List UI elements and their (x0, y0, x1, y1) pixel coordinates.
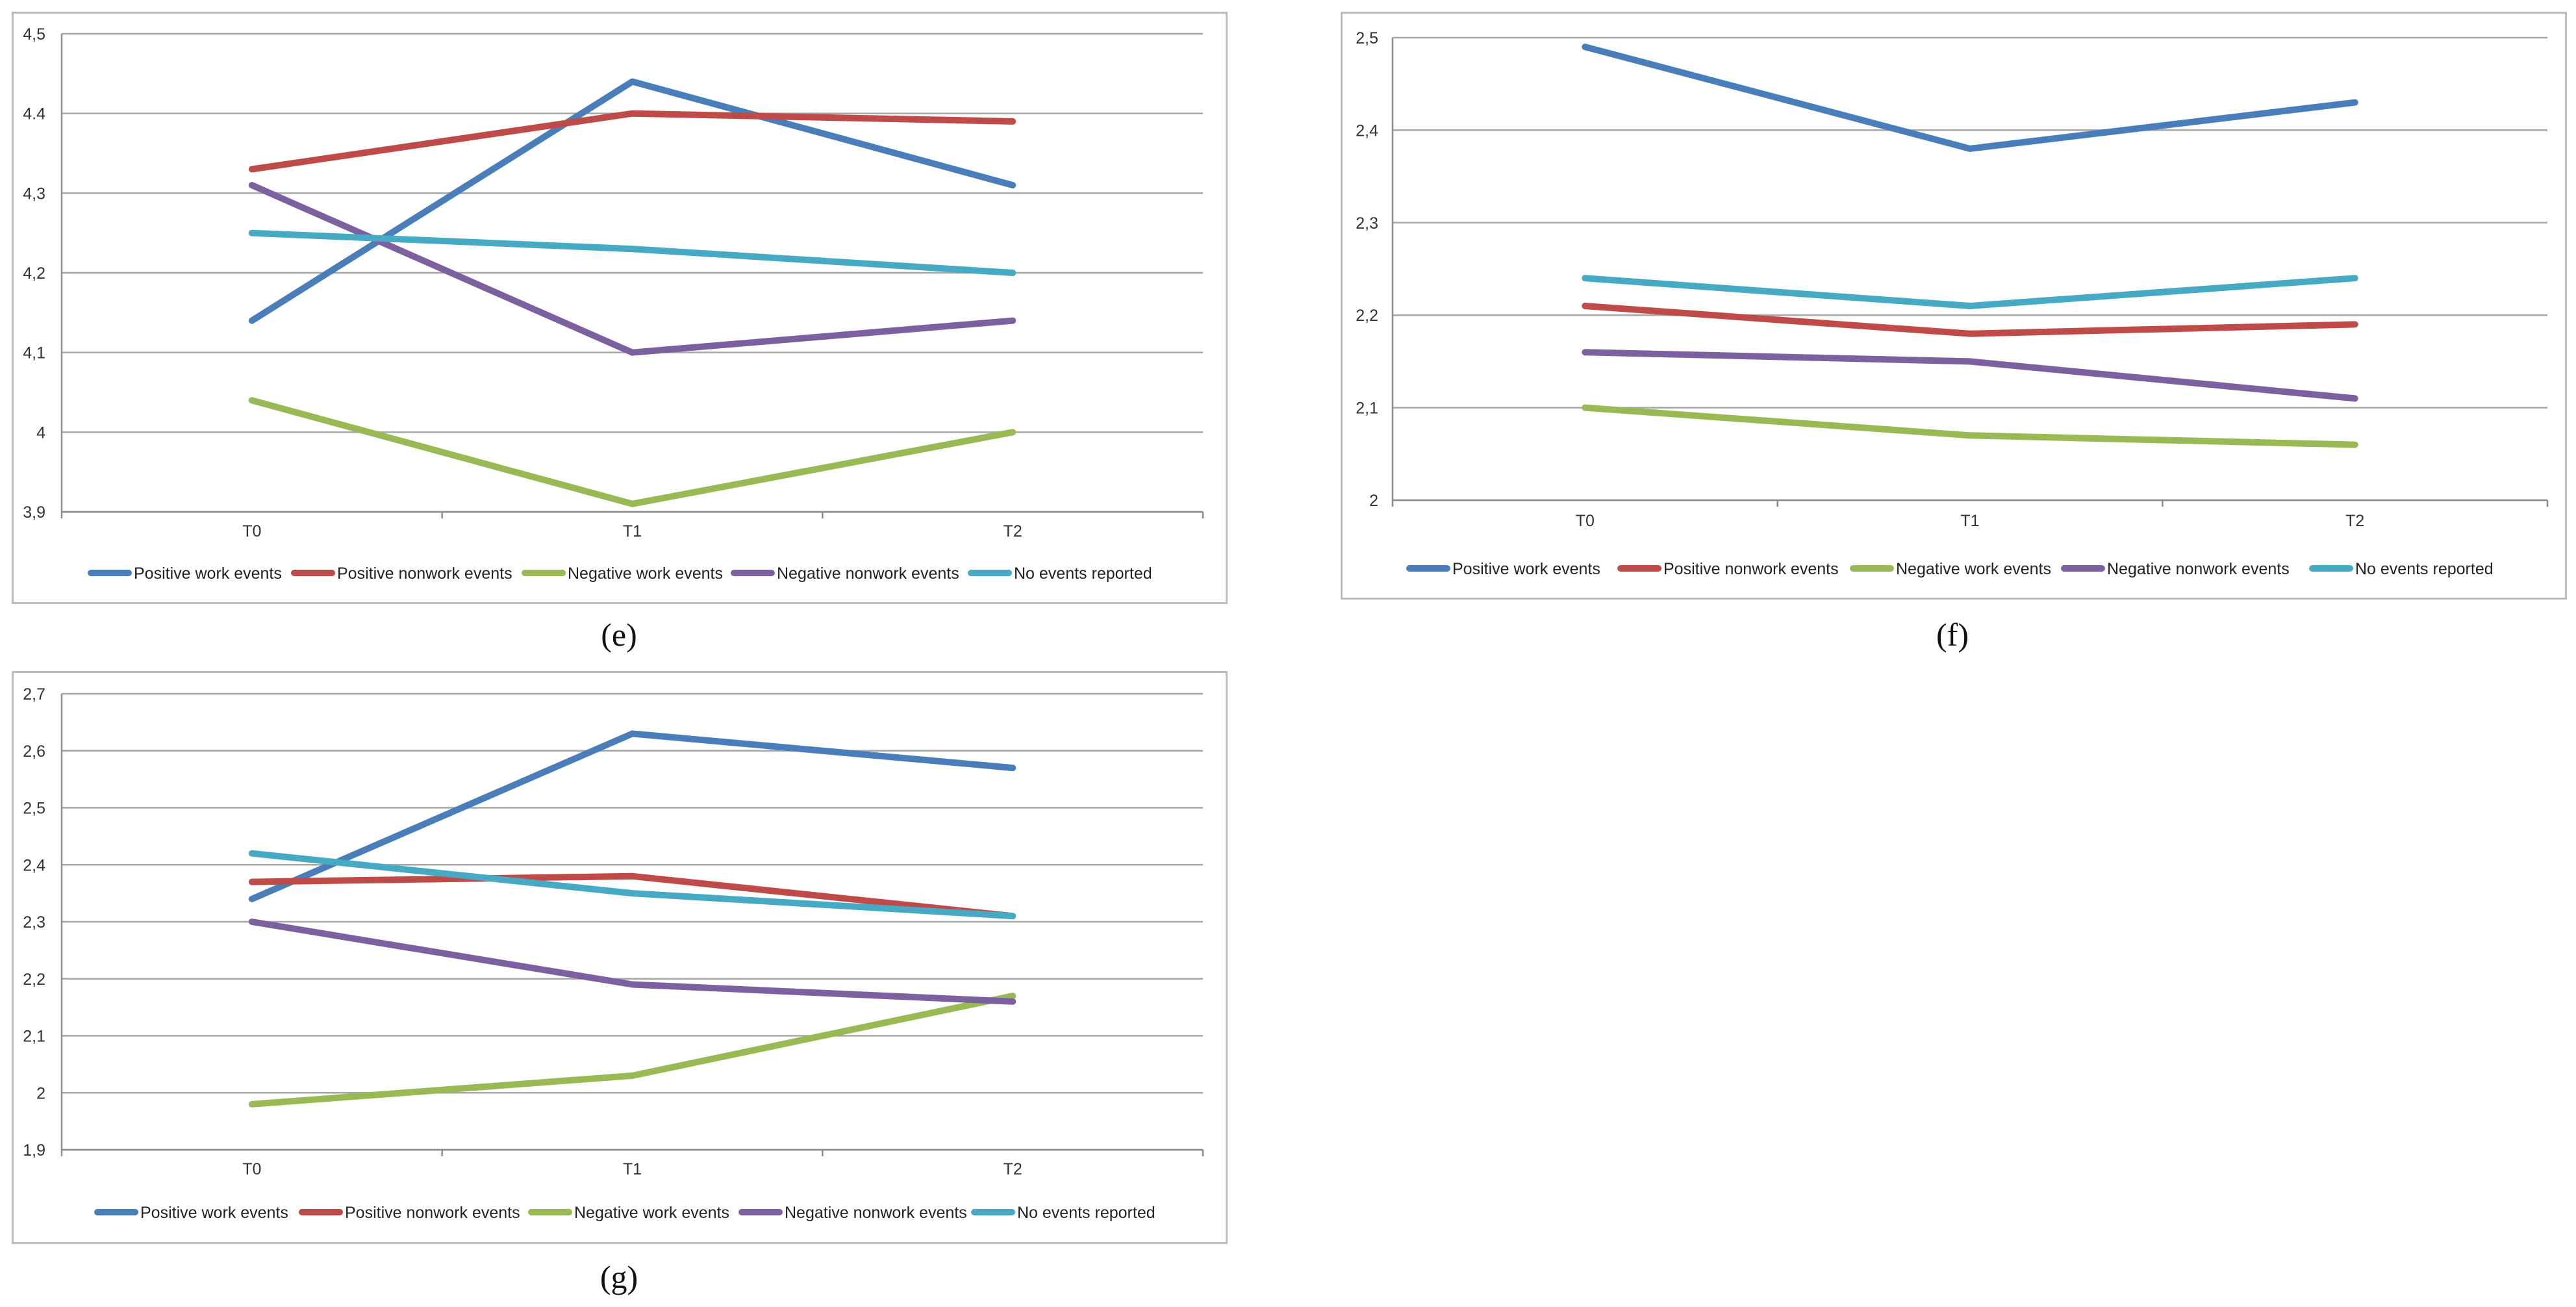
y-tick-label-f-0: 2 (1369, 492, 1378, 510)
x-category-label-e-0: T0 (242, 522, 261, 540)
series-line-g-4 (248, 850, 1017, 920)
legend-label-e-2: Negative work events (568, 565, 723, 583)
x-category-label-e-2: T2 (1004, 522, 1022, 540)
x-category-label-g-0: T0 (242, 1160, 261, 1178)
series-line-g-3 (248, 919, 1017, 1005)
x-category-label-g-2: T2 (1004, 1160, 1022, 1178)
y-tick-label-f-4: 2,4 (1356, 121, 1378, 140)
legend-label-f-3: Negative nonwork events (2107, 560, 2290, 578)
chart-panel-e (12, 12, 1228, 604)
legend-label-f-0: Positive work events (1452, 560, 1600, 578)
y-tick-label-e-2: 4,1 (23, 344, 45, 362)
chart-panel-g (12, 671, 1228, 1244)
legend-label-f-2: Negative work events (1896, 560, 2051, 578)
series-line-e-2 (248, 397, 1017, 507)
legend-label-g-3: Negative nonwork events (785, 1204, 967, 1222)
x-category-label-f-1: T1 (1960, 512, 1979, 530)
y-tick-label-g-5: 2,4 (23, 856, 45, 874)
series-line-g-2 (248, 993, 1017, 1108)
y-tick-label-g-1: 2 (36, 1084, 45, 1102)
x-category-label-e-1: T1 (623, 522, 642, 540)
y-tick-label-e-5: 4.4 (23, 105, 45, 123)
series-line-f-1 (1582, 303, 2358, 337)
x-category-label-f-0: T0 (1576, 512, 1595, 530)
y-tick-label-f-2: 2,2 (1356, 307, 1378, 325)
y-tick-label-g-2: 2,1 (23, 1028, 45, 1046)
legend-label-g-1: Positive nonwork events (345, 1204, 520, 1222)
legend-label-g-2: Negative work events (574, 1204, 729, 1222)
y-tick-label-f-3: 2,3 (1356, 214, 1378, 233)
series-line-g-0 (248, 730, 1017, 902)
series-line-e-1 (248, 110, 1017, 173)
caption-e: (e) (601, 616, 637, 653)
legend-label-e-0: Positive work events (134, 565, 282, 583)
y-tick-label-f-1: 2,1 (1356, 400, 1378, 418)
series-line-f-0 (1582, 44, 2358, 152)
legend-label-e-3: Negative nonwork events (777, 565, 959, 583)
legend-label-e-1: Positive nonwork events (337, 565, 512, 583)
y-tick-label-g-4: 2,3 (23, 913, 45, 932)
y-tick-label-e-4: 4,3 (23, 184, 45, 203)
y-tick-label-e-6: 4,5 (23, 25, 45, 44)
y-tick-label-e-3: 4,2 (23, 264, 45, 283)
legend-label-g-0: Positive work events (140, 1204, 288, 1222)
caption-g: (g) (600, 1259, 638, 1295)
legend-label-f-1: Positive nonwork events (1663, 560, 1839, 578)
y-tick-label-f-5: 2,5 (1356, 29, 1378, 47)
legend-label-f-4: No events reported (2355, 560, 2494, 578)
y-tick-label-g-6: 2,5 (23, 800, 45, 818)
x-category-label-f-2: T2 (2345, 512, 2364, 530)
legend-label-g-4: No events reported (1017, 1204, 1155, 1222)
caption-f: (f) (1936, 616, 1969, 653)
series-line-f-3 (1582, 349, 2358, 402)
legend-label-e-4: No events reported (1014, 565, 1152, 583)
series-line-g-1 (248, 872, 1017, 920)
y-tick-label-g-8: 2,7 (23, 685, 45, 704)
y-tick-label-e-1: 4 (36, 424, 45, 442)
series-line-f-2 (1582, 404, 2358, 448)
y-tick-label-g-0: 1,9 (23, 1141, 45, 1160)
y-tick-label-g-3: 2,2 (23, 971, 45, 989)
series-line-f-4 (1582, 275, 2358, 309)
y-tick-label-e-0: 3,9 (23, 503, 45, 522)
y-tick-label-g-7: 2,6 (23, 742, 45, 761)
x-category-label-g-1: T1 (623, 1160, 642, 1178)
series-line-e-4 (248, 229, 1017, 276)
